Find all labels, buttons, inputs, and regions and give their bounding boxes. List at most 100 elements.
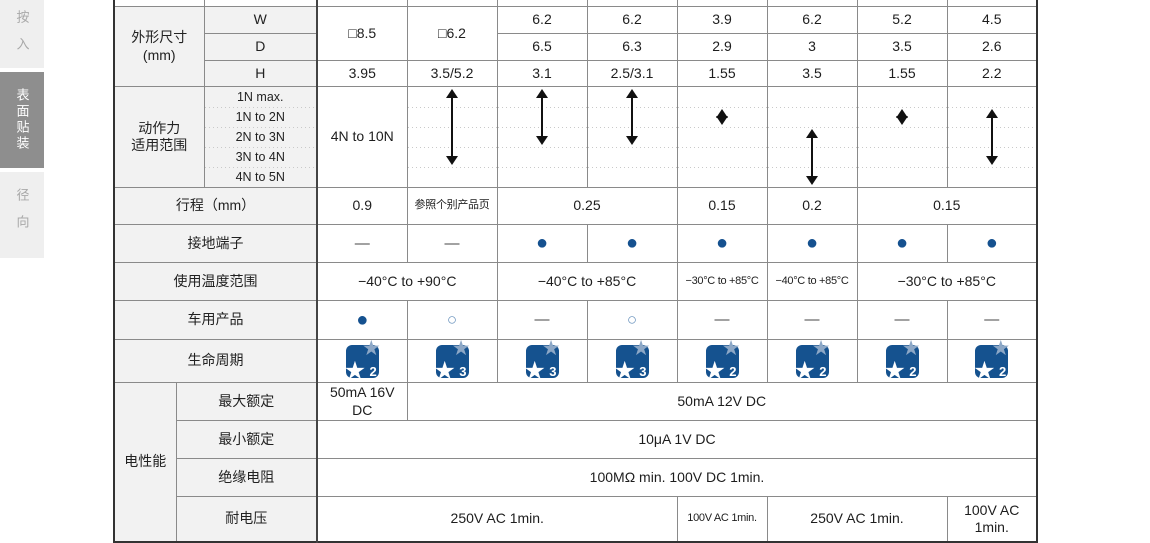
ground-cell: — (316, 224, 408, 263)
size-w-cell: 6.2 (586, 6, 678, 34)
size-h-cell: 3.95 (316, 60, 408, 87)
ground-cell: ● (586, 224, 678, 263)
automotive-mark: — (534, 311, 550, 329)
travel-cell: 0.15 (856, 187, 1038, 225)
lifecycle-star-badge-icon: ★ ★ 3 (614, 341, 651, 382)
lifecycle-star-badge-icon: ★ ★ 2 (344, 341, 381, 382)
lifecycle-cell: ★ ★ 2 (946, 339, 1038, 383)
temperature-cell: −40°C to +85°C (496, 262, 678, 301)
force-range-arrow-cell (766, 86, 858, 188)
ground-header: 接地端子 (113, 224, 318, 263)
product-spec-page: { "sidebar": { "tabs": [ {"label": "按入",… (0, 0, 1038, 543)
size-d-cell: 2.9 (676, 33, 768, 61)
star-icon: ★ (793, 357, 816, 383)
size-h-cell: 1.55 (676, 60, 768, 87)
size-d-cell: 3.5 (856, 33, 948, 61)
force-range-arrow-icon (895, 109, 909, 125)
force-range-label: 1N to 2N (235, 110, 285, 124)
row-label-h: H (203, 60, 318, 87)
temperature-cell: −30°C to +85°C (676, 262, 768, 301)
row-dimension-d: D 6.5 6.3 2.9 3 3.5 2.6 (114, 33, 1038, 61)
row-lifecycle: 生命周期 ★ ★ 2 ★ ★ 3 ★ ★ 3 ★ ★ 3 ★ ★ 2 ★ ★ 2 ★ ★ 2 ★ ★ 2 (113, 339, 1038, 383)
star-icon: ★ (451, 339, 471, 360)
star-icon: ★ (901, 339, 921, 360)
automotive-cell: ○ (406, 300, 498, 340)
size-wd-cell: □6.2 (406, 6, 498, 61)
dimensions-title: 外形尺寸 (131, 29, 188, 45)
lifecycle-star-badge-icon: ★ ★ 2 (704, 341, 741, 382)
star-icon: ★ (991, 339, 1011, 360)
automotive-mark: ○ (626, 309, 638, 329)
automotive-cell: — (766, 300, 858, 340)
lifecycle-cell: ★ ★ 2 (676, 339, 768, 383)
star-icon: ★ (721, 339, 741, 360)
force-range-arrow-icon (805, 129, 819, 185)
insulation-cell: 100MΩ min. 100V DC 1min. (316, 458, 1038, 497)
size-d-cell: 2.6 (946, 33, 1038, 61)
max-rating-cell: 50mA 16V DC (316, 382, 408, 421)
force-range-arrow-cell (856, 86, 948, 188)
size-d-cell: 6.5 (496, 33, 588, 61)
temperature-header: 使用温度范围 (113, 262, 318, 301)
lifecycle-level: 2 (909, 364, 917, 379)
size-d-cell: 3 (766, 33, 858, 61)
automotive-mark: ○ (446, 309, 458, 329)
temperature-cell: −40°C to +85°C (766, 262, 858, 301)
lifecycle-star-badge-icon: ★ ★ 2 (973, 341, 1010, 382)
automotive-mark: — (984, 311, 1000, 329)
star-icon: ★ (541, 339, 561, 360)
ground-cell: ● (496, 224, 588, 263)
row-max-rating: 电性能 最大额定 50mA 16V DC 50mA 12V DC (113, 382, 1038, 543)
lifecycle-cell: ★ ★ 3 (586, 339, 678, 383)
ground-terminal-mark: ● (715, 232, 729, 255)
row-operating-force: 动作力 适用范围 1N max. 1N to 2N 2N to 3N 3N to… (113, 86, 1038, 188)
lifecycle-level: 3 (459, 364, 467, 379)
automotive-header: 车用产品 (113, 300, 318, 340)
row-label-d: D (203, 33, 318, 61)
ground-terminal-mark: — (354, 234, 370, 252)
force-range-arrow-cell (946, 86, 1038, 188)
force-range-label: 1N max. (236, 90, 284, 104)
star-icon: ★ (523, 357, 546, 383)
force-range-labels: 1N max. 1N to 2N 2N to 3N 3N to 4N 4N to… (203, 86, 318, 188)
automotive-cell: — (496, 300, 588, 340)
force-range-label: 3N to 4N (235, 150, 285, 164)
row-temperature-range: 使用温度范围 −40°C to +90°C −40°C to +85°C −30… (113, 262, 1038, 301)
dimensions-unit: (mm) (142, 46, 176, 63)
min-rating-header: 最小额定 (175, 420, 318, 459)
ground-cell: ● (766, 224, 858, 263)
tab-radial[interactable]: 径向 (0, 172, 44, 258)
row-dimension-w: 外形尺寸 (mm) W □8.5 □6.2 6.2 6.2 3.9 6.2 5.… (113, 6, 1038, 87)
travel-cell: 0.2 (766, 187, 858, 225)
size-w-cell: 3.9 (676, 6, 768, 34)
force-range-arrow-icon (715, 109, 729, 125)
insulation-header: 绝缘电阻 (175, 458, 318, 497)
electrical-header: 电性能 (113, 382, 177, 543)
travel-cell: 0.15 (676, 187, 768, 225)
force-range-arrow-icon (625, 89, 639, 145)
force-range-arrow-cell (676, 86, 768, 188)
lifecycle-level: 2 (819, 364, 827, 379)
ground-terminal-mark: ● (895, 232, 909, 255)
row-label-w: W (203, 6, 318, 34)
row-ground-terminal: 接地端子 — — ● ● ● ● ● ● (113, 224, 1038, 263)
force-range-text: 4N to 10N (330, 128, 394, 145)
travel-cell: 0.25 (496, 187, 678, 225)
automotive-mark: — (804, 311, 820, 329)
star-icon: ★ (703, 357, 726, 383)
size-wd-cell: □8.5 (316, 6, 408, 61)
tab-push-in[interactable]: 按入 (0, 0, 44, 68)
star-icon: ★ (433, 357, 456, 383)
dielectric-cell: 250V AC 1min. (316, 496, 678, 543)
lifecycle-star-badge-icon: ★ ★ 3 (524, 341, 561, 382)
ground-terminal-mark: ● (805, 232, 819, 255)
tab-surface-mount[interactable]: 表面贴装 (0, 72, 44, 168)
force-range-arrow-icon (985, 109, 999, 165)
lifecycle-level: 2 (999, 364, 1007, 379)
temperature-cell: −40°C to +90°C (316, 262, 498, 301)
force-title-line2: 适用范围 (131, 137, 188, 153)
force-range-label: 2N to 3N (235, 130, 285, 144)
star-icon: ★ (343, 357, 367, 383)
lifecycle-level: 2 (369, 364, 377, 379)
dielectric-cell: 100V AC 1min. (946, 496, 1038, 543)
